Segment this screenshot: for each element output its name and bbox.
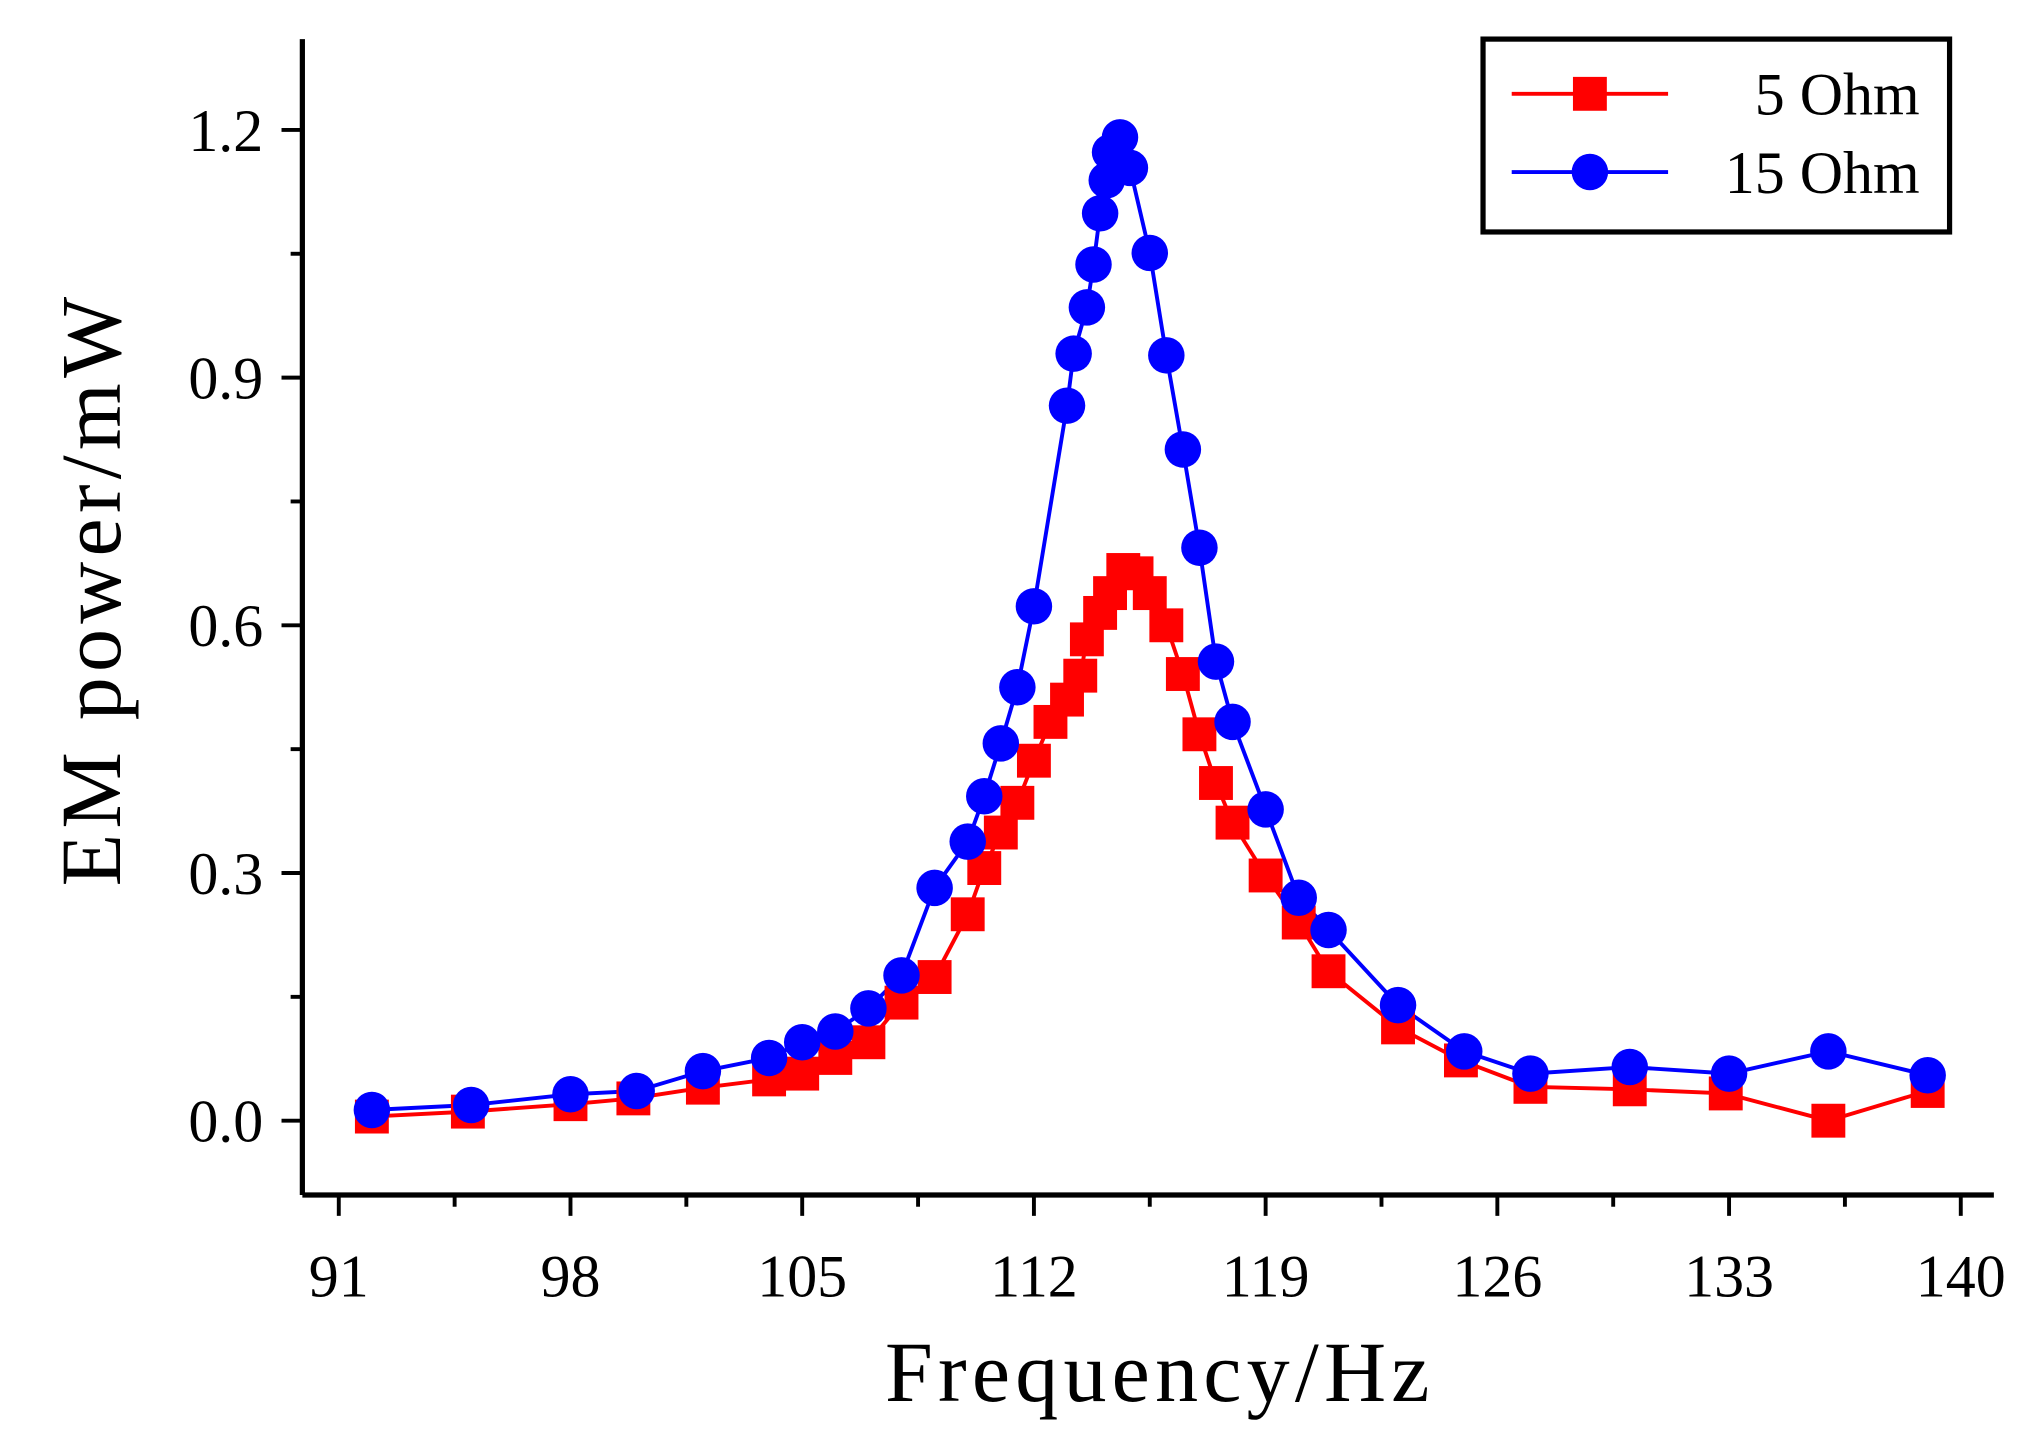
marker bbox=[1149, 608, 1184, 643]
marker bbox=[850, 990, 887, 1027]
marker bbox=[353, 1091, 391, 1129]
marker bbox=[966, 777, 1003, 815]
marker bbox=[618, 1072, 655, 1110]
marker bbox=[1311, 954, 1346, 989]
legend-marker bbox=[1571, 153, 1609, 191]
marker bbox=[1182, 717, 1217, 752]
marker bbox=[999, 668, 1036, 706]
marker bbox=[883, 957, 920, 994]
marker bbox=[1164, 431, 1202, 468]
marker bbox=[1132, 576, 1167, 611]
x-tick-label: 133 bbox=[1684, 1244, 1774, 1310]
marker bbox=[452, 1086, 490, 1124]
y-tick-label: 1.2 bbox=[188, 98, 263, 164]
marker bbox=[750, 1039, 788, 1077]
marker bbox=[1016, 743, 1051, 778]
y-tick-label: 0.6 bbox=[188, 593, 263, 659]
y-tick-label: 0.3 bbox=[188, 841, 263, 907]
legend-box bbox=[1480, 36, 1953, 235]
marker bbox=[1181, 529, 1218, 566]
marker bbox=[1101, 119, 1139, 156]
x-tick-label: 140 bbox=[1916, 1244, 2006, 1310]
marker bbox=[1248, 858, 1283, 893]
marker bbox=[1015, 588, 1053, 625]
marker bbox=[1214, 703, 1251, 741]
legend-label: 5 Ohm bbox=[1755, 62, 1920, 128]
marker bbox=[950, 897, 985, 932]
x-axis-label: Frequency/Hz bbox=[885, 1324, 1435, 1420]
x-tick-label: 126 bbox=[1452, 1244, 1542, 1310]
marker bbox=[1048, 387, 1086, 424]
marker bbox=[1512, 1055, 1549, 1092]
marker bbox=[1379, 986, 1417, 1024]
legend-label: 15 Ohm bbox=[1725, 140, 1920, 206]
marker bbox=[1000, 785, 1035, 820]
x-tick-label: 98 bbox=[541, 1244, 601, 1310]
marker bbox=[1215, 805, 1250, 840]
marker bbox=[1075, 246, 1112, 283]
marker bbox=[552, 1076, 589, 1113]
marker bbox=[1165, 657, 1200, 691]
marker bbox=[1909, 1057, 1946, 1094]
x-tick-label: 112 bbox=[990, 1244, 1078, 1310]
marker bbox=[916, 869, 953, 907]
marker bbox=[1199, 766, 1233, 800]
marker bbox=[1310, 911, 1347, 949]
x-tick-label: 119 bbox=[1222, 1244, 1310, 1310]
marker bbox=[1063, 658, 1098, 693]
marker bbox=[917, 960, 952, 994]
y-axis-label: EM power/mW bbox=[43, 292, 139, 887]
marker bbox=[1811, 1103, 1846, 1138]
marker bbox=[1068, 289, 1106, 326]
marker bbox=[1081, 195, 1119, 232]
marker bbox=[1247, 791, 1284, 828]
marker bbox=[1148, 337, 1185, 374]
marker bbox=[1111, 149, 1149, 187]
marker bbox=[949, 823, 986, 860]
marker bbox=[1280, 879, 1317, 917]
marker bbox=[1131, 234, 1169, 272]
marker bbox=[1710, 1055, 1748, 1092]
marker bbox=[785, 1056, 820, 1091]
marker bbox=[817, 1013, 854, 1050]
marker bbox=[851, 1025, 886, 1060]
marker bbox=[982, 725, 1020, 762]
marker bbox=[1055, 335, 1092, 372]
marker bbox=[983, 815, 1018, 850]
x-tick-label: 105 bbox=[757, 1244, 847, 1310]
marker bbox=[1810, 1033, 1847, 1070]
x-tick-label: 91 bbox=[309, 1244, 369, 1310]
y-tick-label: 0.0 bbox=[188, 1089, 263, 1155]
marker bbox=[684, 1052, 722, 1090]
y-tick-label: 0.9 bbox=[188, 345, 263, 411]
series-line bbox=[371, 567, 1929, 1123]
marker bbox=[1197, 643, 1235, 680]
marker bbox=[783, 1024, 821, 1061]
legend-marker bbox=[1572, 76, 1607, 111]
marker bbox=[1611, 1048, 1648, 1086]
marker bbox=[1446, 1033, 1483, 1070]
